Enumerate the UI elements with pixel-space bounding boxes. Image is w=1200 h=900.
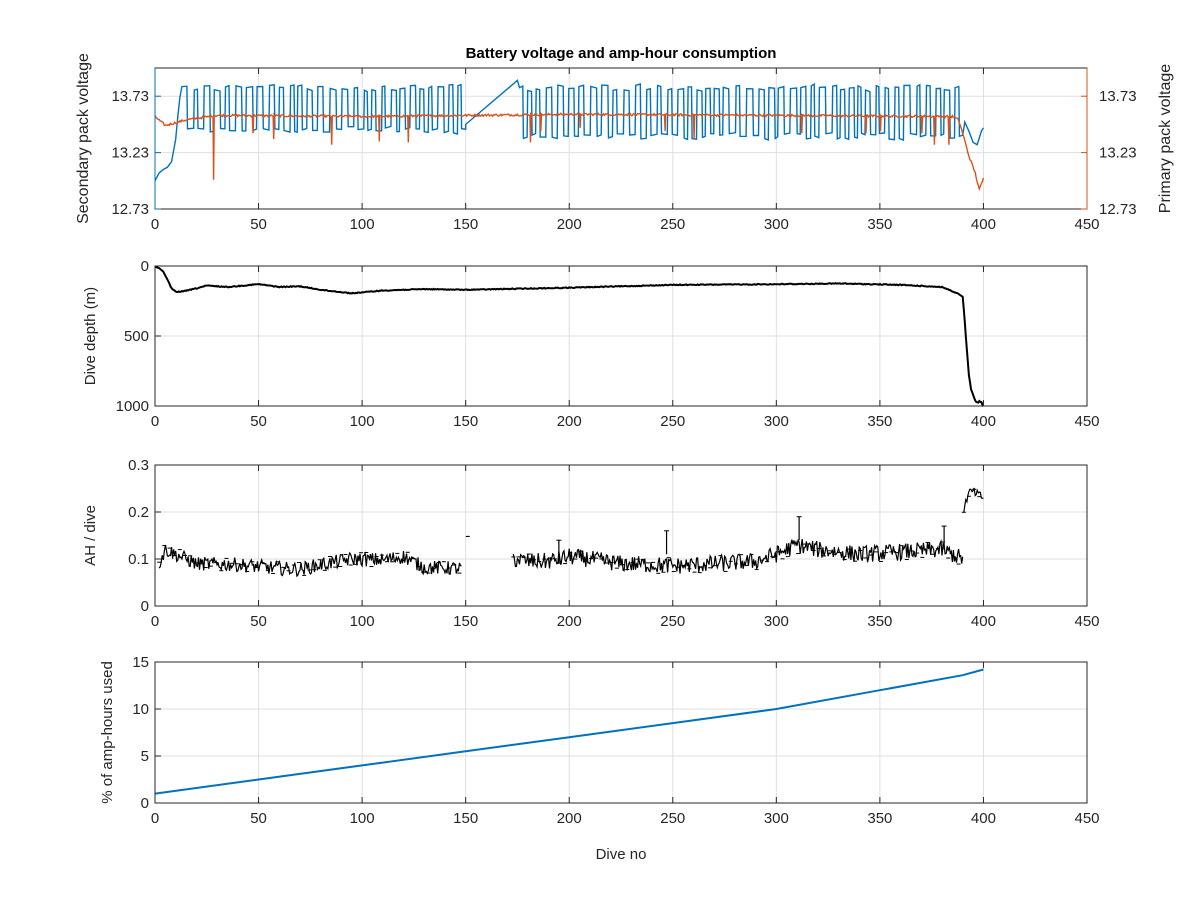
x-tick-label: 150 (453, 613, 478, 630)
panel-2 (154, 265, 1088, 407)
axes-box (154, 661, 1088, 804)
x-tick-label: 400 (971, 413, 996, 430)
y-tick-label: 0.1 (128, 551, 149, 568)
x-tick-label: 200 (557, 613, 582, 630)
x-tick-label: 200 (557, 216, 582, 233)
y-tick-label: 13.73 (111, 88, 149, 105)
y-tick-label: 10 (132, 701, 149, 718)
series-3-1-segment-1 (158, 544, 462, 578)
y-axis-label: Secondary pack voltage (75, 53, 92, 224)
x-tick-label: 250 (660, 216, 685, 233)
x-tick-label: 350 (867, 810, 892, 827)
series-4-1-line (155, 668, 984, 795)
x-tick-label: 400 (971, 216, 996, 233)
x-tick-label: 350 (867, 613, 892, 630)
x-tick-label: 100 (350, 413, 375, 430)
x-tick-label: 100 (350, 613, 375, 630)
x-tick-label: 150 (453, 810, 478, 827)
y-tick-label: 0 (141, 258, 149, 275)
x-tick-label: 350 (867, 413, 892, 430)
y-tick-label: 500 (124, 328, 149, 345)
plot-area (157, 487, 984, 578)
axes-box (154, 464, 1088, 607)
y-tick-label: 12.73 (111, 201, 149, 218)
x-tick-label: 0 (151, 216, 159, 233)
y-tick-label-right: 12.73 (1099, 201, 1137, 218)
x-tick-label: 50 (250, 613, 267, 630)
panel-3 (154, 464, 1088, 607)
x-tick-label: 100 (350, 216, 375, 233)
x-tick-label: 250 (660, 413, 685, 430)
plot-area (155, 265, 985, 407)
x-tick-label: 0 (151, 413, 159, 430)
x-tick-label: 450 (1074, 810, 1099, 827)
series-1-1-secondary-voltage (155, 79, 985, 182)
x-tick-label: 100 (350, 810, 375, 827)
y-tick-label-right: 13.73 (1099, 88, 1137, 105)
y-tick-label-right: 13.23 (1099, 145, 1137, 162)
y-axis-label: AH / dive (82, 505, 99, 566)
x-tick-label: 450 (1074, 613, 1099, 630)
x-tick-label: 50 (250, 810, 267, 827)
series-3-1-segment-3 (512, 538, 964, 574)
y-axis-label-right: Primary pack voltage (1157, 64, 1174, 213)
x-tick-label: 0 (151, 810, 159, 827)
y-axis-label: Dive depth (m) (82, 287, 99, 385)
x-tick-label: 300 (764, 216, 789, 233)
x-tick-label: 200 (557, 413, 582, 430)
plot-area (155, 668, 984, 795)
y-tick-label: 0.2 (128, 504, 149, 521)
y-axis-label: % of amp-hours used (99, 661, 116, 804)
x-tick-label: 50 (250, 216, 267, 233)
series-1-2-primary-voltage (155, 111, 985, 192)
x-tick-label: 400 (971, 810, 996, 827)
x-axis-label: Dive no (596, 846, 647, 863)
panel-4 (154, 661, 1088, 804)
chart-title: Battery voltage and amp-hour consumption (466, 45, 777, 62)
y-tick-label: 13.23 (111, 145, 149, 162)
x-tick-label: 250 (660, 810, 685, 827)
x-tick-label: 400 (971, 613, 996, 630)
x-tick-label: 450 (1074, 216, 1099, 233)
x-tick-label: 200 (557, 810, 582, 827)
axes-box (154, 67, 1088, 210)
x-tick-label: 0 (151, 613, 159, 630)
series-2-1-line (155, 265, 985, 407)
y-tick-label: 1000 (116, 398, 149, 415)
y-tick-label: 0 (141, 795, 149, 812)
x-tick-label: 450 (1074, 413, 1099, 430)
panel-1 (154, 67, 1088, 210)
plot-area (155, 79, 985, 192)
x-tick-label: 300 (764, 613, 789, 630)
y-tick-label: 0 (141, 598, 149, 615)
y-tick-label: 15 (132, 654, 149, 671)
x-tick-label: 50 (250, 413, 267, 430)
y-tick-label: 0.3 (128, 457, 149, 474)
x-tick-label: 300 (764, 810, 789, 827)
x-tick-label: 150 (453, 413, 478, 430)
x-tick-label: 300 (764, 413, 789, 430)
x-tick-label: 150 (453, 216, 478, 233)
x-tick-label: 350 (867, 216, 892, 233)
y-tick-label: 5 (141, 748, 149, 765)
series-3-1-segment-4 (963, 487, 984, 513)
x-tick-label: 250 (660, 613, 685, 630)
